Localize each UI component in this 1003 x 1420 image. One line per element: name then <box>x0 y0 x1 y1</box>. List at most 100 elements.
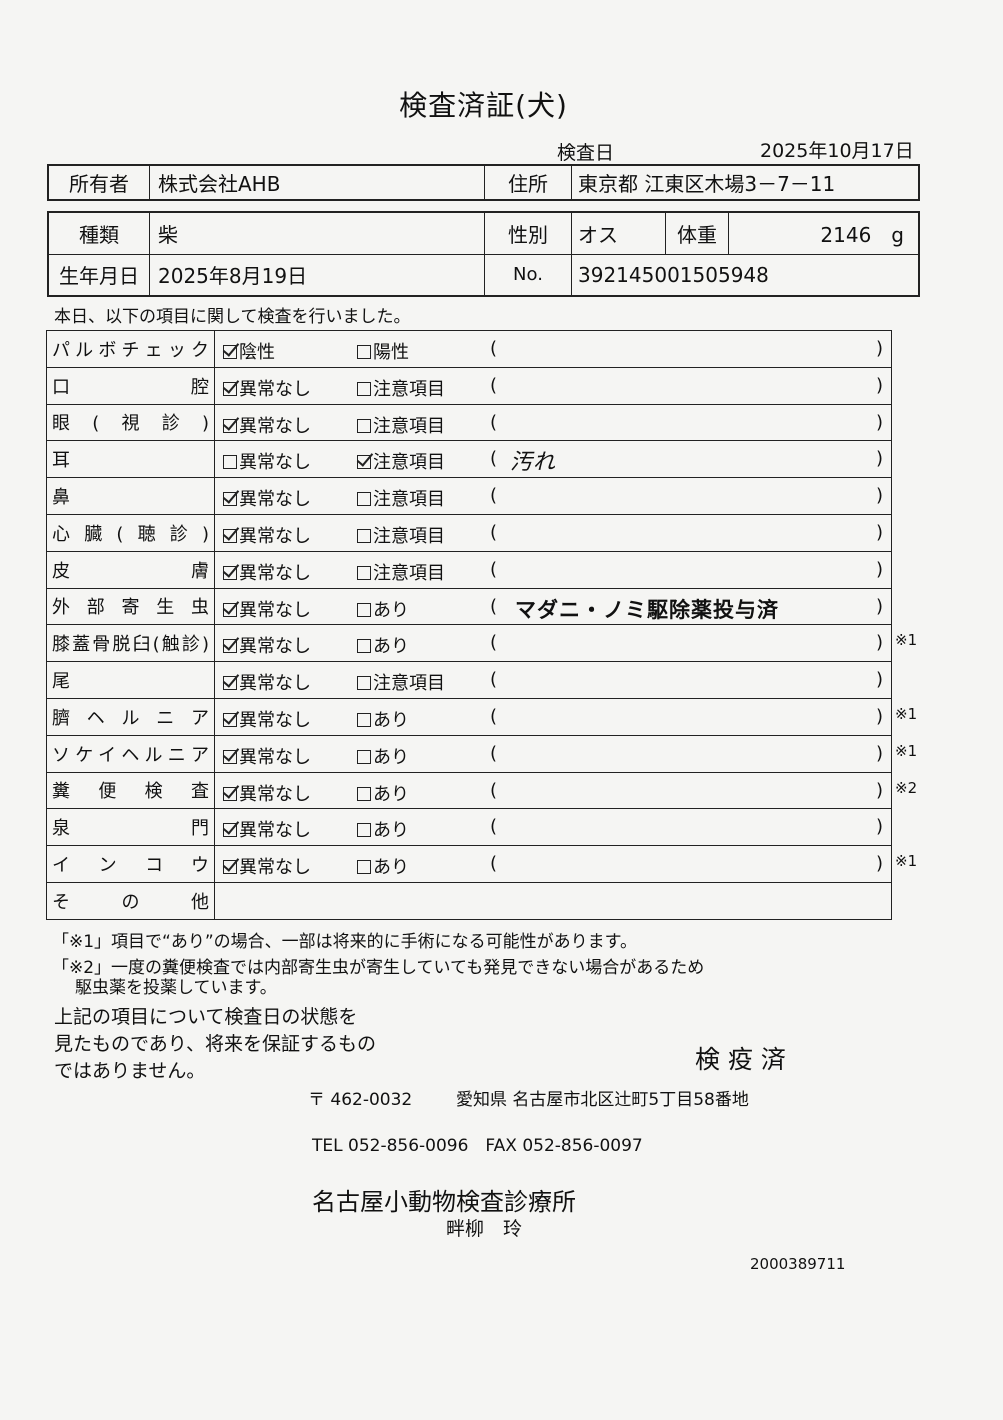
checkbox-icon[interactable] <box>357 381 371 396</box>
row-options: 異常なし 注意項目 ( ) <box>214 661 892 699</box>
option-2[interactable]: 注意項目 <box>357 522 445 548</box>
row-options: 異常なし あり ( マダニ・ノミ駆除薬投与済 ) <box>214 587 892 626</box>
option-1-label: 異常なし <box>239 636 311 658</box>
row-label: 糞便検査 <box>46 771 215 810</box>
option-2[interactable]: あり <box>357 816 409 842</box>
option-2[interactable]: あり <box>357 706 409 732</box>
checkbox-icon[interactable] <box>223 860 237 875</box>
checkbox-icon[interactable] <box>223 418 237 433</box>
checkbox-icon[interactable] <box>223 823 237 838</box>
paren-open: ( <box>490 448 498 470</box>
checkbox-icon[interactable] <box>357 455 371 470</box>
option-2-label: あり <box>373 820 409 842</box>
row-note: 汚れ <box>510 450 557 476</box>
checkbox-icon[interactable] <box>357 345 371 359</box>
option-1[interactable]: 異常なし <box>223 780 311 806</box>
row-note: マダニ・ノミ駆除薬投与済 <box>515 597 779 622</box>
option-1[interactable]: 異常なし <box>223 669 311 695</box>
checkbox-icon[interactable] <box>223 565 237 580</box>
checkbox-icon[interactable] <box>223 639 237 654</box>
option-2[interactable]: あり <box>357 743 409 769</box>
paren-open: ( <box>490 411 498 433</box>
option-2[interactable]: あり <box>357 596 409 622</box>
checkbox-icon[interactable] <box>223 602 237 617</box>
row-options: 異常なし 注意項目 ( ) <box>214 477 892 515</box>
address-label: 住所 <box>485 166 572 199</box>
animal-box: 種類 柴 性別 オス 体重 2146 g 生年月日 2025年8月19日 No.… <box>47 211 920 297</box>
checkbox-icon[interactable] <box>357 823 371 838</box>
option-1[interactable]: 異常なし <box>223 632 311 658</box>
clinic-address: 愛知県 名古屋市北区辻町5丁目58番地 <box>456 1090 749 1110</box>
option-2[interactable]: あり <box>357 853 409 879</box>
birth-label: 生年月日 <box>49 254 150 295</box>
checkbox-icon[interactable] <box>223 345 237 359</box>
option-1[interactable]: 異常なし <box>223 522 311 548</box>
option-2[interactable]: 注意項目 <box>357 559 445 585</box>
table-row: 臍ヘルニア 異常なし あり ( ) <box>46 697 892 736</box>
checkbox-icon[interactable] <box>223 786 237 801</box>
option-2[interactable]: 注意項目 <box>357 448 445 474</box>
option-2-label: あり <box>373 636 409 658</box>
option-2[interactable]: あり <box>357 780 409 806</box>
option-2[interactable]: 注意項目 <box>357 485 445 511</box>
table-row: 心臓(聴診) 異常なし 注意項目 ( ) <box>46 513 892 552</box>
paren-close: ) <box>875 779 883 801</box>
option-1[interactable]: 異常なし <box>223 412 311 438</box>
paren-close: ) <box>875 595 883 617</box>
option-2-label: 注意項目 <box>373 673 445 695</box>
option-1[interactable]: 異常なし <box>223 485 311 511</box>
checkbox-icon[interactable] <box>223 712 237 727</box>
checkbox-icon[interactable] <box>357 528 371 543</box>
option-2[interactable]: 注意項目 <box>357 375 445 401</box>
row-options: 異常なし あり ( ) <box>214 845 892 883</box>
option-2-label: 注意項目 <box>373 525 445 547</box>
reference-mark: ※1 <box>895 741 918 760</box>
row-label: 外部寄生虫 <box>46 587 215 626</box>
checkbox-icon[interactable] <box>357 639 371 654</box>
checkbox-icon[interactable] <box>357 860 371 875</box>
footnote-2-cont: 駆虫薬を投薬しています。 <box>75 978 277 998</box>
checkbox-icon[interactable] <box>223 492 237 507</box>
option-1[interactable]: 異常なし <box>223 743 311 769</box>
option-1[interactable]: 異常なし <box>223 853 311 879</box>
checkbox-icon[interactable] <box>357 676 371 691</box>
paren-open: ( <box>490 669 498 691</box>
option-2-label: あり <box>373 857 409 879</box>
paren-open: ( <box>490 632 498 654</box>
option-1[interactable]: 異常なし <box>223 559 311 585</box>
option-2[interactable]: 陽性 <box>357 338 409 364</box>
option-1[interactable]: 異常なし <box>223 448 311 474</box>
clinic-person: 畔柳 玲 <box>446 1218 523 1240</box>
option-1[interactable]: 陰性 <box>223 338 275 364</box>
paren-close: ) <box>875 669 883 691</box>
option-1[interactable]: 異常なし <box>223 375 311 401</box>
paren-open: ( <box>490 853 498 875</box>
table-row: 泉門 異常なし あり ( ) <box>46 808 892 847</box>
checkbox-icon[interactable] <box>223 749 237 764</box>
option-1[interactable]: 異常なし <box>223 596 311 622</box>
exam-date-label: 検査日 <box>557 142 615 164</box>
checkbox-icon[interactable] <box>357 418 371 433</box>
option-2[interactable]: あり <box>357 632 409 658</box>
option-2-label: 注意項目 <box>373 378 445 400</box>
reference-mark: ※1 <box>895 852 918 871</box>
checkbox-icon[interactable] <box>223 676 237 691</box>
option-1-label: 陰性 <box>239 342 275 363</box>
no-label: No. <box>485 254 572 295</box>
checkbox-icon[interactable] <box>223 455 237 470</box>
option-2-label: 注意項目 <box>373 415 445 437</box>
checkbox-icon[interactable] <box>357 565 371 580</box>
option-1[interactable]: 異常なし <box>223 816 311 842</box>
checkbox-icon[interactable] <box>357 786 371 801</box>
checkbox-icon[interactable] <box>223 528 237 543</box>
reference-mark: ※1 <box>895 631 918 650</box>
option-1[interactable]: 異常なし <box>223 706 311 732</box>
option-2[interactable]: 注意項目 <box>357 412 445 438</box>
checkbox-icon[interactable] <box>357 749 371 764</box>
intro-text: 本日、以下の項目に関して検査を行いました。 <box>54 307 411 327</box>
checkbox-icon[interactable] <box>357 492 371 507</box>
checkbox-icon[interactable] <box>357 602 371 617</box>
checkbox-icon[interactable] <box>223 381 237 396</box>
option-2[interactable]: 注意項目 <box>357 669 445 695</box>
checkbox-icon[interactable] <box>357 712 371 727</box>
